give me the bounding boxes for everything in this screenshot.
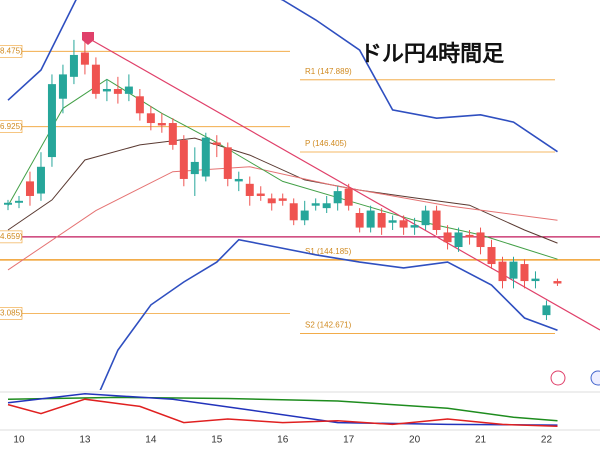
pivot-label: S2 (142.671) (305, 321, 352, 330)
indicator-line (7, 396, 558, 422)
candle-body (4, 202, 12, 205)
candle-body (355, 212, 364, 228)
candle-body (476, 232, 485, 248)
candle-body (102, 88, 111, 92)
candle-body (454, 232, 463, 248)
candle-body (520, 264, 529, 282)
candle-body (498, 261, 507, 282)
candle-body (487, 247, 496, 265)
level-label-box (0, 45, 23, 58)
levels: R1 (147.889) P (146.405) S1 (144.185) S2 (1… (0, 45, 600, 334)
candle-body (256, 193, 265, 196)
candle-body (509, 261, 518, 279)
candle-body (47, 84, 56, 158)
oscillator (7, 393, 558, 427)
candle-body (432, 210, 441, 231)
indicator-line (7, 0, 558, 153)
indicator-line (7, 166, 558, 271)
candle-body (69, 54, 78, 77)
x-tick-label: 15 (211, 435, 223, 446)
candle-body (311, 203, 320, 206)
level-label-box (0, 230, 23, 244)
x-tick-label: 10 (13, 435, 25, 446)
level-label-box (0, 120, 23, 133)
candle-body (377, 212, 386, 228)
candle-body (91, 64, 100, 94)
x-tick-label: 17 (343, 435, 355, 446)
level-label: 3.085) (0, 309, 23, 318)
candle-body (553, 281, 562, 284)
indicator-line (7, 393, 558, 426)
candle-body (245, 183, 254, 196)
x-tick-label: 20 (409, 435, 421, 446)
flag-icon (590, 370, 600, 386)
candle-body (212, 142, 221, 145)
candle-body (344, 188, 353, 206)
level-label: 6.925) (0, 122, 23, 131)
candle-body (124, 86, 133, 94)
candle-body (300, 210, 309, 221)
level-label-box (0, 307, 23, 320)
indicators (7, 0, 558, 390)
candle-body (421, 210, 430, 226)
candle-body (80, 52, 89, 65)
indicator-line (99, 238, 558, 390)
candle-body (157, 123, 166, 126)
candle-body (399, 220, 408, 228)
pivot-label: P (146.405) (305, 139, 347, 148)
candle-body (14, 200, 23, 203)
x-axis-labels: 10 13 14 15 16 17 20 21 22 (13, 435, 552, 446)
candle-body (146, 113, 155, 124)
level-label: 4.659) (0, 232, 23, 241)
x-tick-label: 14 (145, 435, 157, 446)
candle-body (168, 123, 177, 145)
candles (4, 33, 562, 320)
pivot-label: S1 (144.185) (305, 247, 352, 256)
candle-body (179, 140, 188, 179)
candle-body (333, 191, 342, 204)
candle-body (542, 305, 551, 316)
level-label: 8.475) (0, 46, 23, 55)
candle-body (322, 203, 331, 209)
candle-body (366, 210, 375, 228)
candle-body (234, 178, 243, 182)
trendline (87, 37, 600, 331)
candle-body (267, 198, 276, 204)
candle-body (278, 198, 287, 201)
candle-body (135, 96, 144, 114)
candle-body (388, 220, 397, 223)
candle-body (465, 234, 474, 238)
candle-body (443, 232, 452, 243)
candle-body (25, 181, 34, 196)
candle-body (531, 278, 540, 282)
x-tick-label: 22 (541, 435, 553, 446)
candle-body (223, 147, 232, 179)
x-tick-label: 21 (475, 435, 487, 446)
chart-title: ドル円4時間足 (360, 41, 504, 66)
signal-marker (82, 32, 94, 45)
x-tick-label: 13 (79, 435, 91, 446)
candle-body (410, 225, 419, 228)
pivot-label: R1 (147.889) (305, 67, 352, 76)
candle-body (36, 166, 45, 194)
alert-icon (550, 370, 566, 386)
candle-body (289, 203, 298, 221)
indicator-line (7, 398, 558, 427)
candle-body (201, 137, 210, 177)
candle-body (190, 161, 199, 175)
x-tick-label: 16 (277, 435, 289, 446)
candle-body (113, 88, 122, 94)
candle-body (58, 74, 67, 99)
